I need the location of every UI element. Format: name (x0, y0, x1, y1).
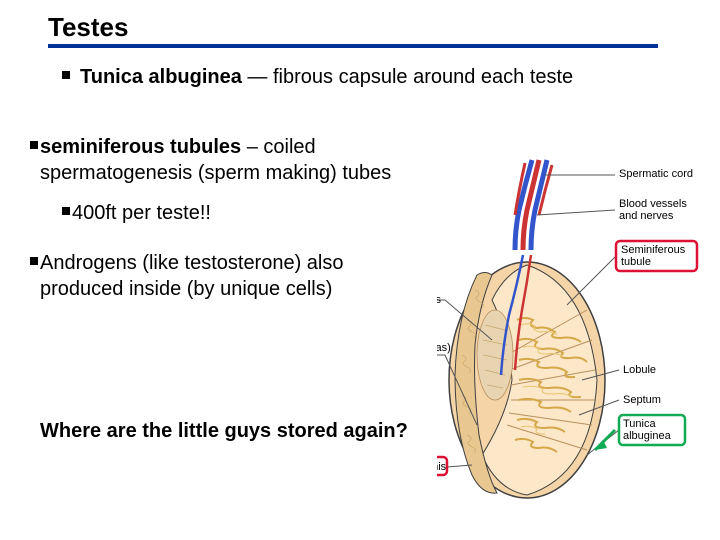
bullet-3: 400ft per teste!! (62, 200, 211, 226)
question-text: Where are the little guys stored again? (40, 418, 408, 444)
bullet-4-text: Androgens (like testosterone) also produ… (40, 250, 344, 302)
bullet-4: Androgens (like testosterone) also produ… (30, 250, 344, 302)
label-seminiferous1: Seminiferous (621, 244, 686, 256)
label-nerves: and nerves (619, 210, 674, 222)
bullet-1-text: Tunica albuginea — fibrous capsule aroun… (80, 64, 573, 90)
label-spermatic: Spermatic cord (619, 168, 693, 180)
bullet-icon (30, 257, 38, 265)
bullet-icon (30, 141, 38, 149)
label-tunica1: Tunica (623, 418, 656, 430)
label-blood: Blood vessels (619, 198, 687, 210)
bullet-icon (62, 71, 70, 79)
spermatic-cord-group (515, 160, 552, 250)
slide-title: Testes (48, 12, 128, 43)
label-septum: Septum (623, 394, 661, 406)
bullet-1: Tunica albuginea — fibrous capsule aroun… (62, 64, 573, 90)
label-lobule: Lobule (623, 364, 656, 376)
label-epididymis: Epididymis (437, 461, 447, 473)
bullet-icon (62, 207, 70, 215)
bullet-2: seminiferous tubules – coiled spermatoge… (30, 134, 391, 186)
label-rete: Rete testis (437, 294, 441, 306)
bullet-2-text: seminiferous tubules – coiled spermatoge… (40, 134, 391, 186)
title-underline (48, 44, 658, 48)
testis-diagram: Spermatic cord Blood vessels and nerves … (437, 155, 702, 515)
bullet-3-text: 400ft per teste!! (72, 200, 211, 226)
label-tunica2: albuginea (623, 430, 672, 442)
label-seminiferous2: tubule (621, 256, 651, 268)
label-ductus1: Ductus (vas) (437, 342, 451, 354)
